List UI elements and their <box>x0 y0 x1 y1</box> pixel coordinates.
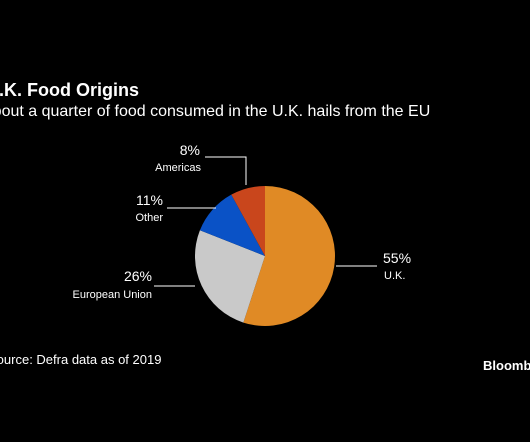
value-label-other: 11% <box>136 192 163 208</box>
bloomberg-logo: Bloomberg <box>483 358 530 373</box>
leader-line-americas <box>205 156 247 185</box>
value-label-european-union: 26% <box>124 268 152 284</box>
chart-subtitle: About a quarter of food consumed in the … <box>0 103 431 120</box>
source-note: Source: Defra data as of 2019 <box>0 352 162 367</box>
pie-slice-other <box>199 194 265 256</box>
pie-slice-americas <box>231 186 265 256</box>
category-label-americas: Americas <box>155 162 201 174</box>
category-label-european-union: European Union <box>72 289 152 301</box>
value-label-americas: 8% <box>180 142 200 158</box>
pie-slice-european-union <box>195 230 265 323</box>
chart-title: U.K. Food Origins <box>0 80 139 100</box>
pie-slice-u-k <box>243 186 335 326</box>
value-label-u-k: 55% <box>383 250 411 266</box>
category-label-other: Other <box>135 212 163 224</box>
category-label-u-k: U.K. <box>384 270 405 282</box>
